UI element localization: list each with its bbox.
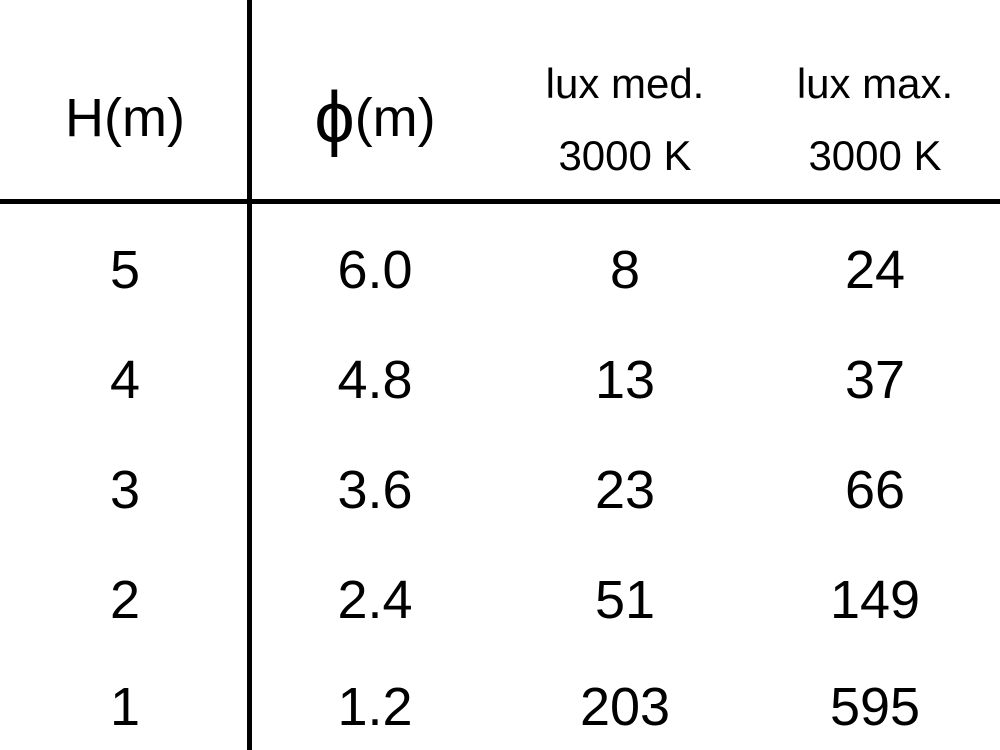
table-cell: 24 [844,240,906,300]
table-cell: 51 [594,570,656,630]
table-cell: 149 [829,570,921,630]
header-lux-med-line2: 3000 K [558,132,692,179]
table-cell: 595 [829,677,921,737]
table-cell: 3.6 [337,460,413,520]
table-cell: 1.2 [337,677,413,737]
table-cell: 2 [109,570,141,630]
header-height-label: H(m) [65,88,185,148]
phi-symbol: ϕ [314,78,355,158]
table-cell: 66 [844,460,906,520]
table-cell: 8 [609,240,641,300]
table-cell: 3 [109,460,141,520]
table-cell: 203 [579,677,671,737]
header-lux-max-line2: 3000 K [808,132,942,179]
table-cell: 5 [109,240,141,300]
table-cell: 4.8 [337,350,413,410]
table-cell: 1 [109,677,141,737]
table-header-divider [0,199,1000,204]
header-height: H(m) [0,87,250,149]
table-cell: 2.4 [337,570,413,630]
table-vertical-divider [247,0,252,750]
table-cell: 23 [594,460,656,520]
header-lux-max: lux max. 3000 K [750,48,1000,192]
header-diameter-label: (m) [354,88,436,148]
table-cell: 6.0 [337,240,413,300]
header-lux-max-line1: lux max. [796,60,954,107]
table-cell: 4 [109,350,141,410]
table-cell: 37 [844,350,906,410]
table-cell: 13 [594,350,656,410]
header-diameter: ϕ(m) [250,77,500,159]
header-lux-med-line1: lux med. [545,60,705,107]
header-lux-med: lux med. 3000 K [500,48,750,192]
